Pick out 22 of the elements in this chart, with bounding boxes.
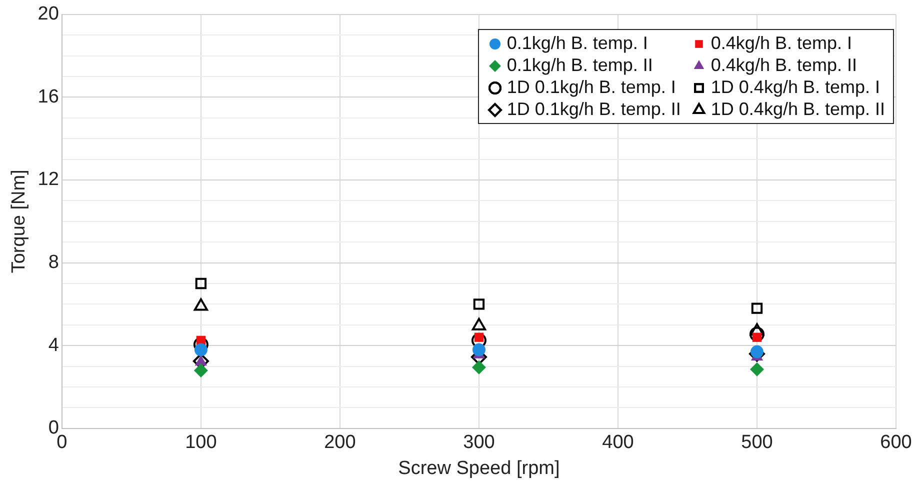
x-axis-title: Screw Speed [rpm] <box>398 458 560 479</box>
y-tick-label: 16 <box>38 86 59 108</box>
x-tick-label: 200 <box>324 432 356 454</box>
x-tick-label: 500 <box>741 432 773 454</box>
y-tick-label: 12 <box>38 169 59 190</box>
x-tick-label: 100 <box>185 432 217 454</box>
y-tick-label: 4 <box>48 334 60 356</box>
legend-label: 1D 0.1kg/h B. temp. II <box>506 99 681 120</box>
legend-label: 0.4kg/h B. temp. II <box>710 55 857 76</box>
legend-label: 0.4kg/h B. temp. I <box>710 33 852 54</box>
legend-label: 1D 0.1kg/h B. temp. I <box>506 77 676 98</box>
x-tick-label: 300 <box>463 432 495 454</box>
x-tick-label: 600 <box>880 432 912 454</box>
y-axis-title: Torque [Nm] <box>8 170 30 274</box>
y-tick-label: 8 <box>48 252 59 274</box>
legend-label: 0.1kg/h B. temp. I <box>506 33 648 54</box>
legend-label: 1D 0.4kg/h B. temp. II <box>710 99 885 120</box>
x-tick-label: 400 <box>602 432 634 454</box>
y-tick-label: 20 <box>38 4 59 25</box>
legend-label: 1D 0.4kg/h B. temp. I <box>710 77 880 98</box>
legend-label: 0.1kg/h B. temp. II <box>506 55 653 76</box>
y-tick-label: 0 <box>48 418 59 439</box>
